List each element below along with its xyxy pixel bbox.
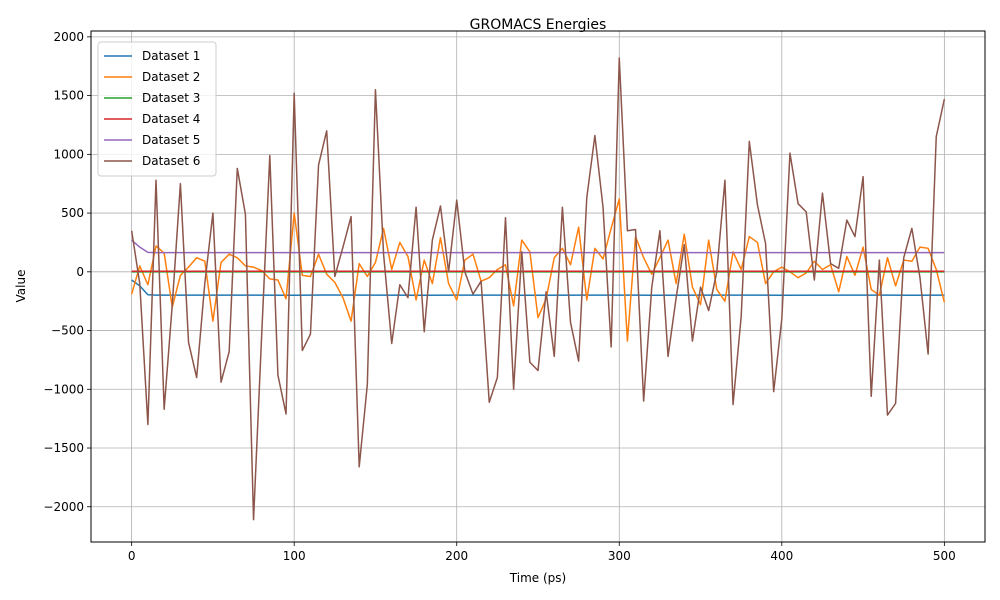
legend-label: Dataset 1 — [142, 49, 200, 63]
x-tick-label: 100 — [283, 549, 306, 563]
series-line-6 — [130, 57, 946, 521]
y-tick-label: −1500 — [43, 441, 84, 455]
x-tick-label: 400 — [770, 549, 793, 563]
y-tick-label: 500 — [61, 206, 84, 220]
y-axis-label: Value — [14, 270, 28, 303]
x-tick-label: 0 — [128, 549, 136, 563]
series-line-5 — [131, 239, 945, 254]
legend: Dataset 1 Dataset 2 Dataset 3 Dataset 4 Data… — [97, 41, 217, 177]
series-line-1 — [131, 279, 945, 296]
y-tick-label: 1000 — [53, 147, 84, 161]
x-tick-label: 200 — [445, 549, 468, 563]
y-tick-label: −2000 — [43, 500, 84, 514]
grid — [91, 31, 985, 542]
axis-ticks: 0 100 200 300 400 500 −2000 −1500 −1000 −500 0 500 1… — [43, 30, 955, 563]
y-tick-label: 2000 — [53, 30, 84, 44]
x-tick-label: 300 — [608, 549, 631, 563]
legend-label: Dataset 6 — [142, 154, 200, 168]
x-tick-label: 500 — [933, 549, 956, 563]
y-tick-label: −500 — [51, 324, 84, 338]
legend-label: Dataset 3 — [142, 91, 200, 105]
y-tick-label: 0 — [76, 265, 84, 279]
x-axis-label: Time (ps) — [509, 571, 566, 585]
legend-label: Dataset 5 — [142, 133, 200, 147]
legend-label: Dataset 2 — [142, 70, 200, 84]
series-line-2 — [130, 198, 946, 342]
y-tick-label: −1000 — [43, 382, 84, 396]
legend-label: Dataset 4 — [142, 112, 200, 126]
y-tick-label: 1500 — [53, 89, 84, 103]
chart-title: GROMACS Energies — [470, 17, 607, 33]
plot-frame — [90, 30, 986, 543]
series-lines — [130, 57, 946, 521]
legend-box — [97, 41, 217, 177]
